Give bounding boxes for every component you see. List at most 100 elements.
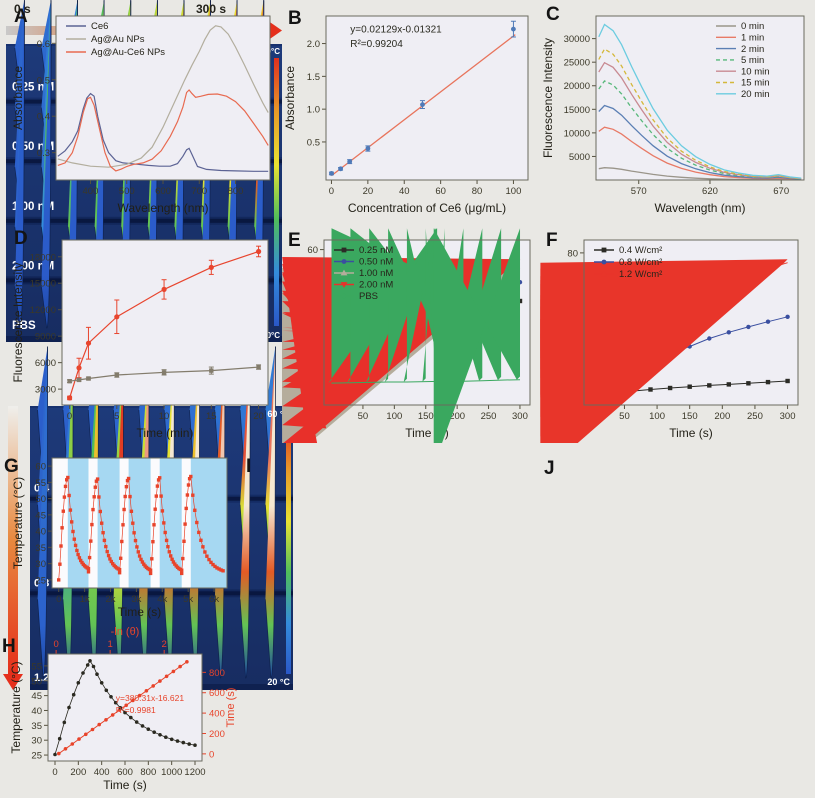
chart-svg-F: 050100150200250300304050607080Time (s)Te… bbox=[540, 239, 799, 443]
svg-text:Ag@Au-Ce6 NPs: Ag@Au-Ce6 NPs bbox=[91, 47, 165, 58]
svg-text:PBS: PBS bbox=[359, 291, 378, 302]
svg-text:1.00 nM: 1.00 nM bbox=[359, 268, 393, 279]
svg-text:18000: 18000 bbox=[30, 252, 56, 263]
svg-text:150: 150 bbox=[418, 411, 434, 422]
svg-text:0.4: 0.4 bbox=[37, 112, 50, 123]
svg-text:25: 25 bbox=[31, 751, 42, 762]
panel-d-chart: 0 5 10 15 20 3000 6000 9000 12000 15000 18000 Time … bbox=[10, 228, 278, 443]
svg-text:2: 2 bbox=[162, 639, 167, 650]
svg-text:5 min: 5 min bbox=[741, 55, 764, 66]
svg-text:20: 20 bbox=[363, 186, 374, 197]
panel-g-chart: 0 1k 2k 3k 4k 5k 6k 25 30 35 40 45 50 55 60 Time (s) Tem… bbox=[10, 452, 235, 622]
svg-text:15: 15 bbox=[206, 411, 217, 422]
svg-text:40: 40 bbox=[31, 706, 42, 717]
svg-text:0.5: 0.5 bbox=[307, 137, 320, 148]
svg-text:250: 250 bbox=[481, 411, 497, 422]
svg-text:200: 200 bbox=[70, 767, 86, 778]
svg-text:Temperature (°C): Temperature (°C) bbox=[9, 661, 23, 753]
svg-text:620: 620 bbox=[702, 186, 718, 197]
svg-text:30: 30 bbox=[35, 559, 46, 570]
svg-text:15000: 15000 bbox=[30, 279, 56, 290]
svg-text:2.00 nM: 2.00 nM bbox=[359, 280, 393, 291]
svg-text:Absorbance: Absorbance bbox=[11, 66, 25, 130]
svg-text:1 min: 1 min bbox=[741, 33, 764, 44]
panel-a-chart: 400 500 600 700 800 0.3 0.4 0.5 0.6 Wavelength (n… bbox=[10, 6, 278, 218]
svg-text:60: 60 bbox=[35, 462, 46, 473]
svg-text:Time (s): Time (s) bbox=[118, 605, 162, 619]
svg-text:0.6: 0.6 bbox=[37, 39, 50, 50]
svg-text:5000: 5000 bbox=[569, 152, 590, 163]
svg-text:0: 0 bbox=[67, 411, 72, 422]
svg-text:2k: 2k bbox=[105, 594, 115, 605]
chart-svg-E: 050100150200250300202530354045505560Time… bbox=[282, 228, 531, 443]
svg-text:10 min: 10 min bbox=[741, 66, 770, 77]
svg-text:570: 570 bbox=[631, 186, 647, 197]
svg-text:4k: 4k bbox=[157, 594, 167, 605]
svg-text:5: 5 bbox=[114, 411, 119, 422]
svg-text:Wavelength (nm): Wavelength (nm) bbox=[655, 201, 746, 215]
svg-text:60: 60 bbox=[307, 245, 318, 256]
svg-text:600: 600 bbox=[155, 186, 171, 197]
svg-text:20 min: 20 min bbox=[741, 89, 770, 100]
svg-text:-ln (θ): -ln (θ) bbox=[111, 626, 140, 638]
svg-text:55: 55 bbox=[35, 478, 46, 489]
svg-text:Time (s): Time (s) bbox=[103, 778, 147, 792]
svg-text:Ag@Au NPs: Ag@Au NPs bbox=[91, 34, 145, 45]
svg-text:10000: 10000 bbox=[564, 128, 590, 139]
panel-letter-f: F bbox=[546, 230, 558, 251]
svg-text:0: 0 bbox=[52, 767, 57, 778]
chart-svg-B: 0 20 40 60 80 100 0.5 1.0 1.5 2.0 Concentration of… bbox=[283, 15, 529, 215]
svg-text:12000: 12000 bbox=[30, 305, 56, 316]
panel-h-chart: 0 200 400 600 800 1000 1200 25 30 35 40 45 50 55 0 1 2 -l… bbox=[8, 622, 238, 795]
panel-letter-h: H bbox=[2, 636, 16, 657]
thermal-label: 60 °C bbox=[267, 409, 290, 419]
svg-text:10: 10 bbox=[159, 411, 170, 422]
temperature-colorbar bbox=[274, 58, 279, 326]
thermal-label: PBS bbox=[12, 320, 36, 332]
svg-text:1k: 1k bbox=[80, 594, 90, 605]
svg-text:300: 300 bbox=[512, 411, 528, 422]
svg-text:600: 600 bbox=[209, 688, 225, 699]
panel-letter-c: C bbox=[546, 4, 560, 25]
chart-svg-A: 400 500 600 700 800 0.3 0.4 0.5 0.6 Wavelength (n… bbox=[11, 15, 271, 215]
svg-text:20: 20 bbox=[253, 411, 264, 422]
svg-text:2 min: 2 min bbox=[741, 44, 764, 55]
svg-text:0.50 nM: 0.50 nM bbox=[359, 257, 393, 268]
svg-text:500: 500 bbox=[119, 186, 135, 197]
thermal-label: 20 °C bbox=[267, 677, 290, 687]
svg-text:45: 45 bbox=[35, 510, 46, 521]
svg-text:20000: 20000 bbox=[564, 81, 590, 92]
svg-text:Fluorescence Intensity: Fluorescence Intensity bbox=[11, 262, 25, 382]
chart-svg-D: 0 5 10 15 20 3000 6000 9000 12000 15000 18000 Time … bbox=[11, 239, 269, 440]
svg-text:1.5: 1.5 bbox=[307, 72, 320, 83]
svg-text:400: 400 bbox=[94, 767, 110, 778]
svg-text:200: 200 bbox=[714, 411, 730, 422]
temperature-arrow-shaft bbox=[8, 406, 18, 674]
svg-text:Wavelength (nm): Wavelength (nm) bbox=[118, 201, 209, 215]
svg-text:25: 25 bbox=[35, 575, 46, 586]
svg-text:800: 800 bbox=[228, 186, 244, 197]
temperature-arrow-head bbox=[3, 674, 23, 690]
svg-text:400: 400 bbox=[209, 709, 225, 720]
svg-text:6k: 6k bbox=[209, 594, 219, 605]
svg-text:250: 250 bbox=[747, 411, 763, 422]
svg-text:50: 50 bbox=[619, 411, 630, 422]
svg-text:200: 200 bbox=[209, 729, 225, 740]
svg-text:Temperature (°C): Temperature (°C) bbox=[11, 477, 25, 569]
chart-svg-H: 0 200 400 600 800 1000 1200 25 30 35 40 45 50 55 0 1 2 -l… bbox=[9, 626, 237, 792]
svg-text:Time (s): Time (s) bbox=[225, 688, 237, 728]
sample-tube bbox=[41, 0, 52, 329]
panel-e-chart: 050100150200250300202530354045505560Time… bbox=[282, 228, 538, 443]
sample-tube bbox=[14, 0, 25, 329]
svg-text:60: 60 bbox=[435, 186, 446, 197]
svg-text:50: 50 bbox=[31, 676, 42, 687]
svg-text:2.0: 2.0 bbox=[307, 39, 320, 50]
svg-text:3k: 3k bbox=[131, 594, 141, 605]
svg-text:Ce6: Ce6 bbox=[91, 21, 108, 32]
svg-text:100: 100 bbox=[506, 186, 522, 197]
panel-letter-j: J bbox=[544, 458, 555, 479]
svg-text:Concentration of Ce6 (μg/mL): Concentration of Ce6 (μg/mL) bbox=[348, 201, 506, 215]
thermal-label: 20°C bbox=[262, 331, 280, 340]
time-end-label: 300 s bbox=[196, 2, 227, 16]
